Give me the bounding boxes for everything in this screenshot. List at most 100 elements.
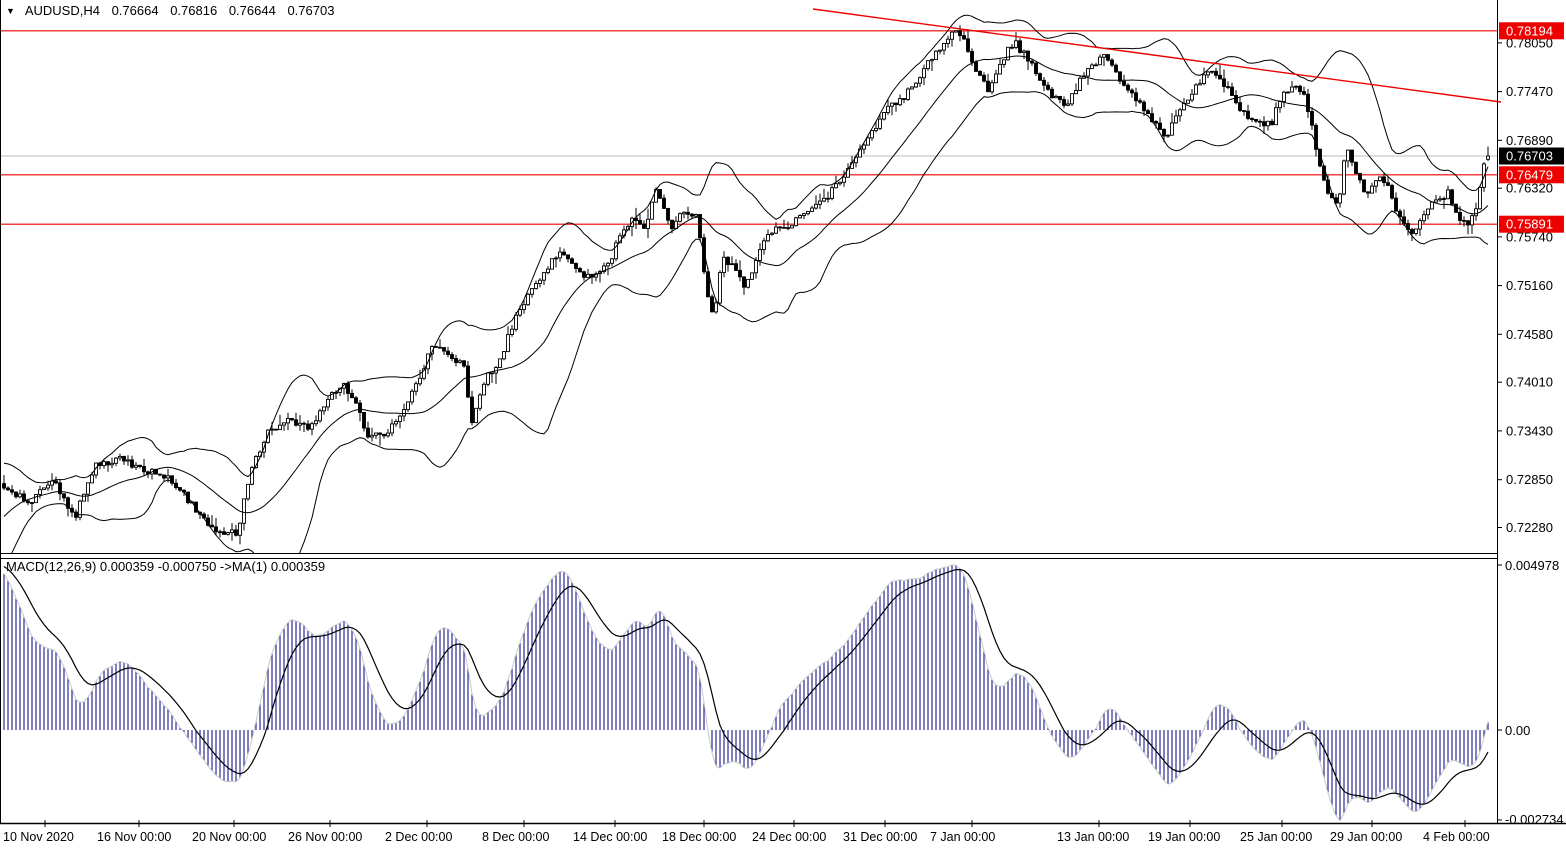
bull-candle-body: [818, 200, 822, 205]
bear-candle-body: [346, 383, 350, 394]
bull-candle-body: [126, 459, 130, 462]
bear-candle-body: [1270, 120, 1274, 126]
bull-candle-body: [646, 218, 650, 229]
bull-candle-body: [394, 421, 398, 425]
bull-candle-body: [650, 201, 654, 220]
bull-candle-body: [1418, 220, 1422, 230]
bear-candle-body: [1138, 100, 1142, 103]
bull-candle-body: [878, 118, 882, 129]
bull-candle-body: [526, 293, 530, 306]
level-price-badge: [1499, 215, 1564, 233]
bull-candle-body: [918, 77, 922, 84]
price-axis-label: 0.77470: [1506, 84, 1553, 99]
bull-candle-body: [1282, 91, 1286, 102]
bull-candle-body: [546, 268, 550, 274]
bull-candle-body: [1086, 68, 1090, 77]
bull-candle-body: [90, 474, 94, 484]
bear-candle-body: [1362, 179, 1366, 193]
bear-candle-body: [1254, 118, 1258, 122]
price-badge-value: 0.75891: [1506, 217, 1553, 232]
bull-candle-body: [1474, 208, 1478, 217]
bear-candle-body: [570, 258, 574, 264]
bear-candle-body: [1158, 122, 1162, 130]
price-badge-value: 0.78194: [1506, 23, 1553, 38]
bull-candle-body: [870, 130, 874, 139]
price-axis-label: 0.72280: [1506, 520, 1553, 535]
bull-candle-body: [478, 394, 482, 409]
bear-candle-body: [1026, 50, 1030, 62]
bear-candle-body: [978, 70, 982, 76]
time-axis-label: 8 Dec 00:00: [482, 830, 549, 844]
bear-candle-body: [1458, 211, 1462, 221]
bear-candle-body: [1410, 229, 1414, 234]
bull-candle-body: [218, 531, 222, 534]
bull-candle-body: [418, 377, 422, 385]
bollinger-upper-band: [3, 14, 1489, 484]
bull-candle-body: [1278, 100, 1282, 109]
bull-candle-body: [890, 102, 894, 107]
bull-candle-body: [1470, 215, 1474, 226]
bull-candle-body: [886, 105, 890, 114]
bull-candle-body: [246, 483, 250, 500]
bull-candle-body: [374, 432, 378, 436]
bull-candle-body: [882, 112, 886, 120]
price-axis-label: 0.74580: [1506, 327, 1553, 342]
price-axis-label: 0.76320: [1506, 181, 1553, 196]
bear-candle-body: [194, 501, 198, 513]
bear-candle-body: [1302, 91, 1306, 95]
bull-candle-body: [1486, 155, 1490, 160]
bull-candle-body: [1370, 185, 1374, 194]
bull-candle-body: [722, 256, 726, 274]
bear-candle-body: [1398, 210, 1402, 218]
bear-candle-body: [1242, 110, 1246, 112]
bull-candle-body: [682, 211, 686, 215]
bear-candle-body: [1162, 128, 1166, 137]
descending-trendline[interactable]: [812, 8, 1502, 103]
bull-candle-body: [1342, 160, 1346, 195]
time-axis-label: 24 Dec 00:00: [752, 830, 826, 844]
bull-candle-body: [942, 43, 946, 51]
ohlc-low: 0.76644: [228, 3, 276, 18]
bull-candle-body: [1078, 77, 1082, 91]
bear-candle-body: [1354, 161, 1358, 174]
current-price-badge: [1499, 147, 1564, 165]
macd-axis-max: 0.004978: [1505, 558, 1560, 573]
bull-candle-body: [310, 423, 314, 430]
time-axis-label: 4 Feb 00:00: [1423, 830, 1490, 844]
bear-candle-body: [970, 50, 974, 63]
bear-candle-body: [1118, 71, 1122, 82]
bear-candle-body: [2, 483, 6, 489]
bull-candle-body: [730, 263, 734, 266]
symbol-collapse-icon[interactable]: ▼: [6, 6, 15, 16]
bear-candle-body: [1310, 111, 1314, 126]
bull-candle-body: [750, 272, 754, 280]
bull-candle-body: [498, 358, 502, 368]
bull-candle-body: [298, 422, 302, 426]
bear-candle-body: [710, 296, 714, 313]
bear-candle-body: [306, 423, 310, 430]
bull-candle-body: [814, 203, 818, 209]
bear-candle-body: [1230, 86, 1234, 96]
macd-indicator-label: MACD(12,26,9) 0.000359 -0.000750 ->MA(1)…: [6, 559, 326, 574]
bear-candle-body: [698, 214, 702, 239]
bull-candle-body: [250, 467, 254, 485]
bull-candle-body: [118, 455, 122, 459]
bull-candle-body: [490, 372, 494, 375]
bull-candle-body: [830, 187, 834, 199]
bull-candle-body: [746, 278, 750, 288]
bull-candle-body: [1174, 115, 1178, 124]
bull-candle-body: [946, 38, 950, 44]
bear-candle-body: [1234, 95, 1238, 104]
bull-candle-body: [914, 82, 918, 88]
bear-candle-body: [966, 38, 970, 52]
horizontal-level-lines[interactable]: [0, 30, 1497, 225]
bear-candle-body: [358, 402, 362, 413]
bull-candle-body: [1094, 64, 1098, 67]
bear-candle-body: [670, 219, 674, 230]
bear-candle-body: [1382, 176, 1386, 184]
bull-candle-body: [458, 360, 462, 363]
bull-candle-body: [542, 272, 546, 281]
bull-candle-body: [802, 213, 806, 216]
bear-candle-body: [974, 61, 978, 72]
